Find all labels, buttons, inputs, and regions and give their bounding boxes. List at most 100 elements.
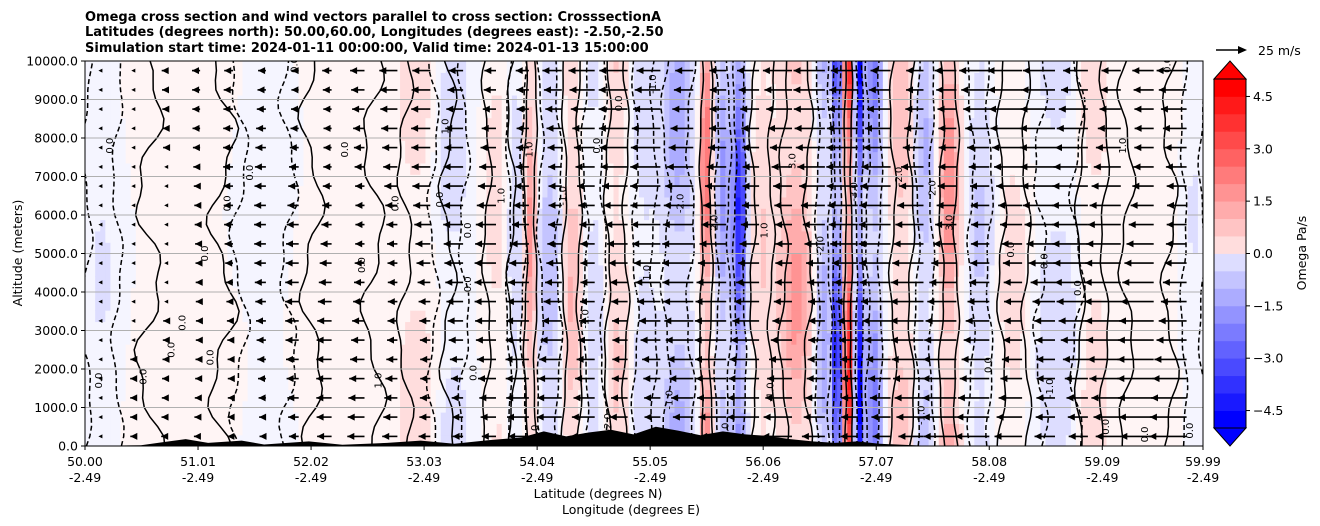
omega-cell xyxy=(791,94,798,107)
omega-cell xyxy=(669,117,676,130)
omega-cell xyxy=(85,400,91,413)
omega-cell xyxy=(166,162,172,175)
omega-cell xyxy=(247,264,254,277)
omega-cell xyxy=(537,61,543,73)
omega-cell xyxy=(145,83,152,96)
omega-cell xyxy=(212,128,218,141)
omega-cell xyxy=(684,378,691,390)
omega-cell xyxy=(339,412,345,424)
omega-cell xyxy=(583,174,589,187)
omega-cell xyxy=(313,174,320,187)
omega-cell xyxy=(689,287,696,300)
omega-cell xyxy=(649,162,655,175)
omega-cell xyxy=(791,185,798,198)
omega-cell xyxy=(288,321,294,334)
omega-cell xyxy=(181,61,188,73)
omega-cell xyxy=(415,174,421,187)
omega-cell xyxy=(298,332,305,345)
omega-cell xyxy=(821,151,828,164)
omega-cell xyxy=(786,128,792,141)
omega-cell xyxy=(171,196,178,209)
omega-cell xyxy=(720,378,726,390)
omega-cell xyxy=(461,298,467,311)
omega-cell xyxy=(811,72,818,85)
omega-cell xyxy=(522,128,528,141)
omega-cell xyxy=(765,117,772,130)
omega-cell xyxy=(699,174,706,187)
omega-cell xyxy=(618,151,625,164)
omega-cell xyxy=(618,185,625,198)
omega-cell xyxy=(791,140,798,153)
omega-cell xyxy=(633,412,640,424)
omega-cell xyxy=(694,366,701,379)
omega-cell xyxy=(633,253,640,266)
omega-cell xyxy=(710,355,716,368)
omega-cell xyxy=(389,196,396,209)
omega-cell xyxy=(283,332,289,345)
omega-cell xyxy=(664,321,671,334)
omega-cell xyxy=(450,140,457,153)
omega-cell xyxy=(522,162,528,175)
omega-cell xyxy=(161,378,167,390)
omega-cell xyxy=(730,94,737,107)
omega-cell xyxy=(308,332,315,345)
omega-cell xyxy=(196,185,203,198)
omega-cell xyxy=(476,355,482,368)
omega-cell xyxy=(730,219,737,232)
omega-cell xyxy=(379,287,386,300)
omega-cell xyxy=(593,355,599,368)
omega-cell xyxy=(547,423,554,436)
omega-cell xyxy=(588,298,594,311)
omega-cell xyxy=(110,253,117,266)
omega-cell xyxy=(85,242,91,255)
omega-cell xyxy=(674,230,681,243)
omega-cell xyxy=(593,264,599,277)
omega-cell xyxy=(806,321,813,334)
omega-cell xyxy=(151,94,157,107)
omega-cell xyxy=(710,61,716,73)
omega-cell xyxy=(252,230,259,243)
omega-cell xyxy=(313,276,320,289)
omega-cell xyxy=(511,287,518,300)
omega-cell xyxy=(176,366,183,379)
omega-cell xyxy=(379,344,386,357)
omega-cell xyxy=(603,242,610,255)
omega-cell xyxy=(110,400,117,413)
omega-cell xyxy=(552,253,559,266)
omega-cell xyxy=(252,162,259,175)
omega-cell xyxy=(542,264,549,277)
omega-cell xyxy=(273,355,279,368)
omega-cell xyxy=(765,321,772,334)
omega-cell xyxy=(110,332,117,345)
omega-cell xyxy=(430,162,437,175)
omega-cell xyxy=(273,242,279,255)
omega-cell xyxy=(755,185,762,198)
omega-cell xyxy=(354,117,361,130)
omega-cell xyxy=(267,321,274,334)
omega-cell xyxy=(501,208,508,221)
omega-cell xyxy=(750,230,757,243)
omega-cell xyxy=(120,253,127,266)
omega-cell xyxy=(318,230,325,243)
omega-cell xyxy=(151,287,157,300)
omega-cell xyxy=(405,219,411,232)
omega-cell xyxy=(557,423,564,436)
omega-cell xyxy=(572,344,579,357)
omega-cell xyxy=(501,106,508,119)
omega-cell xyxy=(389,253,396,266)
omega-cell xyxy=(206,423,213,436)
omega-cell xyxy=(450,400,457,413)
omega-cell xyxy=(806,72,813,85)
omega-cell xyxy=(140,423,147,436)
omega-cell xyxy=(537,230,543,243)
omega-cell xyxy=(476,400,482,413)
omega-cell xyxy=(567,117,574,130)
omega-cell xyxy=(267,162,274,175)
omega-cell xyxy=(125,321,132,334)
omega-cell xyxy=(501,128,508,141)
omega-cell xyxy=(826,185,833,198)
omega-cell xyxy=(400,287,406,300)
omega-cell xyxy=(689,140,696,153)
omega-cell xyxy=(110,389,117,402)
omega-cell xyxy=(379,128,386,141)
